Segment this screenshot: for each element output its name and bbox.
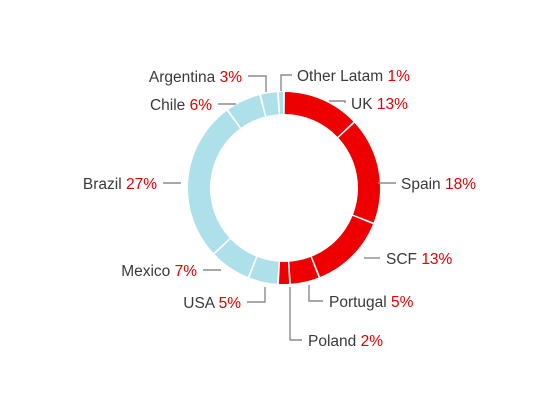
slice-other-latam xyxy=(278,92,284,115)
slice-spain xyxy=(338,122,380,223)
label-name-scf: SCF xyxy=(386,251,421,268)
leader-line-argentina xyxy=(248,75,267,92)
label-spain: Spain 18% xyxy=(401,176,476,193)
label-name-brazil: Brazil xyxy=(83,176,126,193)
slice-poland xyxy=(278,261,290,284)
slice-labels: UK 13% Spain 18% SCF 13% Portugal 5% Poland … xyxy=(83,68,476,350)
label-name-other-latam: Other Latam xyxy=(297,68,387,85)
label-name-chile: Chile xyxy=(150,97,190,114)
label-name-portugal: Portugal xyxy=(329,294,391,311)
slice-mexico xyxy=(214,239,257,277)
label-chile: Chile 6% xyxy=(150,97,212,114)
label-value-scf: 13% xyxy=(421,251,452,268)
label-value-chile: 6% xyxy=(190,97,213,114)
label-name-mexico: Mexico xyxy=(121,263,174,280)
label-argentina: Argentina 3% xyxy=(149,69,242,86)
label-name-argentina: Argentina xyxy=(149,69,220,86)
leader-line-uk xyxy=(329,100,346,103)
label-value-brazil: 27% xyxy=(126,176,157,193)
label-other-latam: Other Latam 1% xyxy=(297,68,410,85)
slice-chile xyxy=(228,95,265,128)
label-value-spain: 18% xyxy=(445,176,476,193)
leader-line-other-latam xyxy=(280,74,292,91)
label-value-poland: 2% xyxy=(361,333,384,350)
label-value-other-latam: 1% xyxy=(387,68,410,85)
leader-line-usa xyxy=(247,287,266,303)
label-name-spain: Spain xyxy=(401,176,445,193)
leader-lines xyxy=(163,74,396,341)
label-uk: UK 13% xyxy=(351,96,408,113)
label-name-uk: UK xyxy=(351,96,377,113)
leader-line-poland xyxy=(289,287,302,341)
label-value-portugal: 5% xyxy=(391,294,414,311)
leader-line-portugal xyxy=(308,285,323,302)
label-value-mexico: 7% xyxy=(175,263,198,280)
label-poland: Poland 2% xyxy=(308,333,383,350)
slice-argentina xyxy=(261,92,279,117)
label-mexico: Mexico 7% xyxy=(121,263,197,280)
label-scf: SCF 13% xyxy=(386,251,453,268)
label-brazil: Brazil 27% xyxy=(83,176,157,193)
label-value-argentina: 3% xyxy=(220,69,243,86)
slice-scf xyxy=(311,215,373,277)
slice-brazil xyxy=(188,110,240,254)
slice-uk xyxy=(284,92,354,137)
donut-slices xyxy=(188,92,380,284)
label-portugal: Portugal 5% xyxy=(329,294,414,311)
label-value-usa: 5% xyxy=(219,295,242,312)
label-name-usa: USA xyxy=(183,295,218,312)
label-value-uk: 13% xyxy=(377,96,408,113)
slice-portugal xyxy=(289,257,319,284)
slice-usa xyxy=(249,257,279,284)
label-usa: USA 5% xyxy=(183,295,241,312)
label-name-poland: Poland xyxy=(308,333,361,350)
